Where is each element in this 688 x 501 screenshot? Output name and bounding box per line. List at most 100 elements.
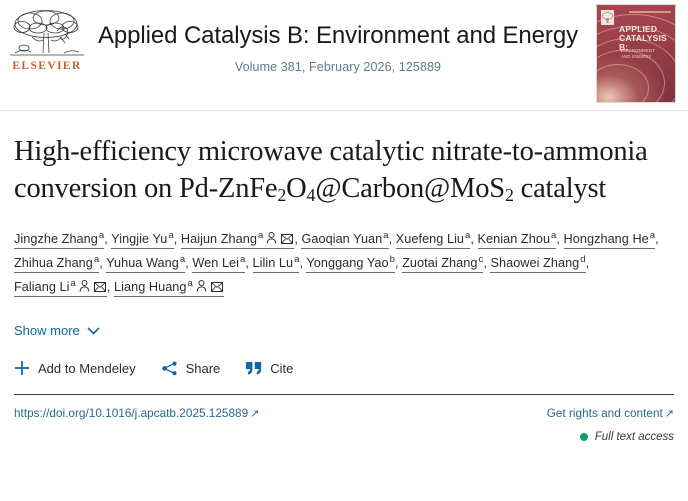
external-link-icon: ↗ bbox=[664, 408, 674, 421]
doi-link[interactable]: https://doi.org/10.1016/j.apcatb.2025.12… bbox=[14, 406, 259, 420]
author-name[interactable]: Zuotai Zhangc bbox=[402, 253, 484, 274]
author-entry[interactable]: Liang Huanga bbox=[114, 277, 224, 298]
article-title: High-efficiency microwave catalytic nitr… bbox=[14, 136, 648, 205]
author-name[interactable]: Hongzhang Hea bbox=[563, 229, 656, 250]
author-entry[interactable]: Haijun Zhanga bbox=[180, 229, 295, 250]
elsevier-wordmark: ELSEVIER bbox=[12, 60, 82, 72]
author-entry[interactable]: Gaoqian Yuana bbox=[301, 229, 389, 250]
author-name[interactable]: Jingzhe Zhanga bbox=[14, 229, 105, 250]
author-entry[interactable]: Yingjie Yua bbox=[111, 229, 174, 250]
author-entry[interactable]: Zhihua Zhanga bbox=[14, 253, 100, 274]
quote-icon bbox=[246, 361, 262, 375]
author-separator: , bbox=[185, 256, 193, 271]
author-separator: , bbox=[470, 232, 478, 247]
author-separator: , bbox=[388, 232, 396, 247]
corresponding-author-icon bbox=[266, 232, 277, 244]
author-separator: , bbox=[299, 256, 307, 271]
author-separator: , bbox=[585, 256, 590, 271]
rights-text: Get rights and content bbox=[546, 406, 663, 421]
author-affiliation-marker[interactable]: a bbox=[168, 229, 174, 241]
author-affiliation-marker[interactable]: a bbox=[179, 253, 186, 265]
author-affiliation-marker[interactable]: a bbox=[649, 229, 656, 241]
access-status-row: Full text access bbox=[0, 420, 688, 443]
author-affiliation-marker[interactable]: c bbox=[478, 253, 484, 265]
author-name[interactable]: Xuefeng Liua bbox=[395, 229, 471, 250]
author-entry[interactable]: Faliang Lia bbox=[14, 277, 107, 298]
author-name[interactable]: Zhihua Zhanga bbox=[14, 253, 100, 274]
journal-title[interactable]: Applied Catalysis B: Environment and Ene… bbox=[98, 22, 578, 49]
journal-header: ELSEVIER Applied Catalysis B: Environmen… bbox=[0, 0, 688, 110]
author-entry[interactable]: Lilin Lua bbox=[252, 253, 300, 274]
author-list: Jingzhe Zhanga, Yingjie Yua, Haijun Zhan… bbox=[14, 227, 674, 299]
email-author-icon bbox=[281, 234, 294, 245]
share-button[interactable]: Share bbox=[161, 360, 221, 376]
cite-label: Cite bbox=[270, 360, 294, 376]
author-separator: , bbox=[483, 256, 491, 271]
article-action-bar: Add to Mendeley Share Cite bbox=[14, 360, 674, 376]
author-affiliation-marker[interactable]: a bbox=[257, 229, 264, 241]
author-affiliation-marker[interactable]: a bbox=[465, 229, 471, 241]
author-entry[interactable]: Xuefeng Liua bbox=[395, 229, 471, 250]
author-name[interactable]: Yuhua Wanga bbox=[106, 253, 186, 274]
author-affiliation-marker[interactable]: a bbox=[93, 253, 100, 265]
author-affiliation-marker[interactable]: a bbox=[383, 229, 389, 241]
elsevier-logo[interactable]: ELSEVIER bbox=[10, 7, 84, 75]
author-entry[interactable]: Hongzhang Hea bbox=[563, 229, 656, 250]
author-separator: , bbox=[394, 256, 403, 271]
author-affiliation-marker[interactable]: a bbox=[240, 253, 246, 265]
article-footer: https://doi.org/10.1016/j.apcatb.2025.12… bbox=[0, 395, 688, 420]
journal-cover-image[interactable]: APPLIED CATALYSIS B: ENVIRONMENT AND ENE… bbox=[596, 4, 676, 103]
get-rights-and-content-link[interactable]: Get rights and content ↗ bbox=[547, 406, 674, 420]
author-name[interactable]: Lilin Lua bbox=[252, 253, 300, 274]
author-affiliation-marker[interactable]: a bbox=[70, 277, 76, 289]
footer-divider bbox=[14, 394, 674, 396]
author-affiliation-marker[interactable]: a bbox=[294, 253, 300, 265]
author-name[interactable]: Kenian Zhoua bbox=[477, 229, 557, 250]
author-entry[interactable]: Jingzhe Zhanga bbox=[14, 229, 105, 250]
author-name[interactable]: Liang Huanga bbox=[114, 277, 224, 298]
corresponding-author-icon bbox=[79, 280, 90, 292]
author-entry[interactable]: Zuotai Zhangc bbox=[402, 253, 484, 274]
author-name[interactable]: Faliang Lia bbox=[14, 277, 107, 298]
author-separator: , bbox=[173, 232, 181, 247]
author-name[interactable]: Gaoqian Yuana bbox=[301, 229, 389, 250]
author-affiliation-marker[interactable]: a bbox=[187, 277, 193, 289]
show-more-label: Show more bbox=[14, 323, 80, 339]
author-name[interactable]: Yonggang Yaob bbox=[306, 253, 395, 274]
author-affiliation-marker[interactable]: a bbox=[551, 229, 557, 241]
cover-publisher-badge-icon bbox=[601, 10, 614, 25]
email-author-icon bbox=[93, 282, 106, 293]
show-more-button[interactable]: Show more bbox=[14, 323, 100, 338]
add-to-mendeley-label: Add to Mendeley bbox=[38, 360, 136, 376]
access-status-label: Full text access bbox=[594, 431, 674, 444]
author-affiliation-marker[interactable]: d bbox=[580, 253, 586, 265]
author-entry[interactable]: Kenian Zhoua bbox=[477, 229, 557, 250]
doi-text: https://doi.org/10.1016/j.apcatb.2025.12… bbox=[14, 406, 249, 421]
author-entry[interactable]: Wen Leia bbox=[192, 253, 246, 274]
author-entry[interactable]: Shaowei Zhangd bbox=[490, 253, 586, 274]
cover-title-text: APPLIED CATALYSIS B: bbox=[619, 24, 667, 53]
external-link-icon: ↗ bbox=[250, 408, 260, 421]
author-name[interactable]: Haijun Zhanga bbox=[180, 229, 295, 250]
author-name[interactable]: Shaowei Zhangd bbox=[490, 253, 586, 274]
chevron-down-icon bbox=[87, 327, 100, 335]
author-name[interactable]: Yingjie Yua bbox=[111, 229, 174, 250]
author-affiliation-marker[interactable]: b bbox=[389, 253, 395, 265]
author-separator: , bbox=[655, 232, 659, 247]
author-separator: , bbox=[245, 256, 253, 271]
add-to-mendeley-button[interactable]: Add to Mendeley bbox=[14, 360, 136, 376]
elsevier-tree-icon bbox=[10, 10, 84, 56]
access-status-dot-icon bbox=[579, 433, 588, 442]
author-separator: , bbox=[99, 256, 107, 271]
author-entry[interactable]: Yonggang Yaob bbox=[306, 253, 395, 274]
cite-button[interactable]: Cite bbox=[246, 361, 293, 376]
author-affiliation-marker[interactable]: a bbox=[98, 229, 105, 241]
author-name[interactable]: Wen Leia bbox=[192, 253, 246, 274]
author-separator: , bbox=[104, 232, 112, 247]
author-separator: , bbox=[106, 280, 115, 295]
plus-icon bbox=[14, 360, 30, 376]
share-label: Share bbox=[185, 360, 221, 376]
header-divider bbox=[0, 110, 688, 111]
share-icon bbox=[161, 361, 178, 376]
author-entry[interactable]: Yuhua Wanga bbox=[106, 253, 186, 274]
